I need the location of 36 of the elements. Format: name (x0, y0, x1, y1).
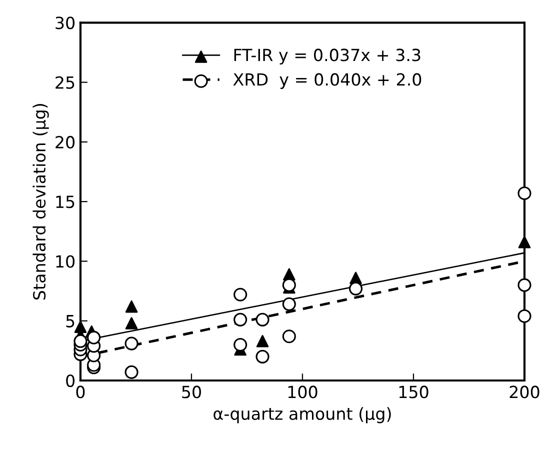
point (234, 338, 248, 352)
point (518, 186, 532, 200)
y-tick-label: 30 (56, 16, 75, 30)
point (282, 330, 296, 344)
point (518, 236, 531, 248)
point (234, 312, 248, 326)
point (234, 288, 248, 302)
y-tick-label: 10 (56, 255, 75, 268)
x-axis-title: α-quartz amount (µg) (214, 407, 391, 424)
point (282, 297, 296, 311)
x-tick-label: 50 (182, 386, 201, 398)
point (125, 300, 138, 313)
point (518, 309, 532, 323)
point (124, 365, 138, 379)
x-tick-label: 100 (288, 386, 318, 398)
x-tick-label: 150 (399, 386, 428, 398)
y-tick-label: 25 (56, 76, 74, 89)
y-axis-title: Standard deviation (µg) (32, 104, 49, 300)
point (518, 278, 532, 292)
legend-label: FT-IR y = 0.037x + 3.3 (234, 48, 420, 65)
point (125, 317, 138, 330)
x-tick-label: 200 (510, 386, 540, 398)
y-tick-label: 20 (56, 136, 75, 149)
legend-label: XRD y = 0.040x + 2.0 (233, 73, 422, 89)
point (74, 334, 88, 348)
point (282, 278, 296, 292)
y-tick-label: 15 (56, 196, 74, 208)
point (348, 282, 363, 296)
point (124, 336, 138, 350)
point (256, 312, 270, 326)
point (87, 330, 101, 344)
y-tick-label: 0 (66, 374, 75, 388)
x-tick-label: 0 (76, 386, 85, 398)
point (256, 335, 269, 348)
y-tick-label: 5 (66, 315, 74, 328)
point (256, 350, 270, 364)
